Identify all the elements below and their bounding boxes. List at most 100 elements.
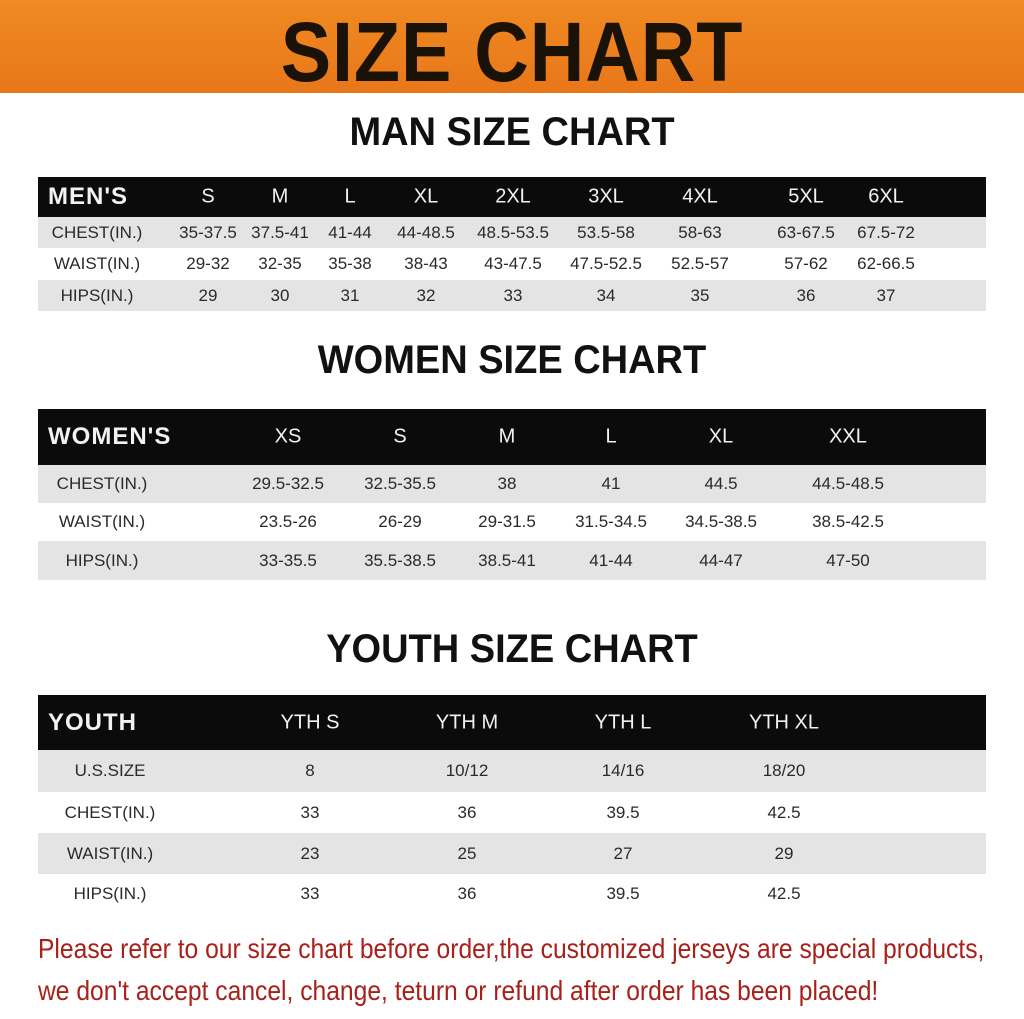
row-label: CHEST(IN.) [51,222,143,242]
youth-size-header: YTH M [435,711,499,733]
men-table-row: WAIST(IN.) 29-32 32-35 35-38 38-43 43-47.5 47.… [38,248,986,280]
measurement-cell: 47.5-52.5 [570,254,642,273]
measurement-cell: 36 [796,285,816,305]
measurement-cell: 33-35.5 [259,550,317,570]
measurement-cell: 34.5-38.5 [685,512,757,531]
measurement-cell: 38.5-41 [478,550,536,570]
men-size-header: 6XL [868,185,904,208]
measurement-cell: 35.5-38.5 [364,550,436,570]
measurement-cell: 23 [300,843,320,863]
women-size-header: XS [274,425,302,448]
measurement-cell: 47-50 [826,550,870,570]
youth-table-row: WAIST(IN.) 23 25 27 29 [38,833,986,874]
measurement-cell: 29.5-32.5 [252,474,324,493]
youth-header-label: YOUTH [48,708,137,736]
youth-table-row: U.S.SIZE 8 10/12 14/16 18/20 [38,750,986,792]
measurement-cell: 34 [596,285,616,305]
youth-size-header: YTH S [280,711,340,733]
men-size-header: 3XL [588,185,624,208]
measurement-cell: 57-62 [784,254,828,273]
measurement-cell: 35-37.5 [179,222,237,242]
women-section-title: WOMEN SIZE CHART [317,338,707,382]
youth-table-row: HIPS(IN.) 33 36 39.5 42.5 [38,874,986,914]
men-header-row: MEN'S S M L XL 2XL 3XL 4XL 5XL 6XL [38,177,986,217]
measurement-cell: 31.5-34.5 [575,512,647,531]
men-size-header: L [344,185,356,208]
measurement-cell: 44-48.5 [397,222,455,242]
measurement-cell: 36 [457,802,477,822]
row-label: CHEST(IN.) [56,474,148,493]
measurement-cell: 38-43 [404,254,448,273]
row-label: HIPS(IN.) [73,884,147,903]
measurement-cell: 14/16 [601,761,645,780]
measurement-cell: 29-31.5 [478,512,536,531]
measurement-cell: 29 [198,285,218,305]
measurement-cell: 29 [774,843,794,863]
measurement-cell: 25 [457,843,477,863]
measurement-cell: 41-44 [328,222,372,242]
men-size-header: 5XL [788,185,824,208]
youth-size-header: YTH XL [748,711,820,733]
measurement-cell: 38 [497,474,517,493]
women-size-header: XL [708,425,734,448]
men-header-label: MEN'S [48,183,129,210]
measurement-cell: 43-47.5 [484,254,542,273]
measurement-cell: 53.5-58 [577,222,635,242]
measurement-cell: 10/12 [445,761,489,780]
men-size-header: M [271,185,289,208]
row-label: WAIST(IN.) [53,254,141,273]
measurement-cell: 27 [613,843,633,863]
row-label: U.S.SIZE [74,761,146,780]
measurement-cell: 63-67.5 [777,222,835,242]
youth-table-row: CHEST(IN.) 33 36 39.5 42.5 [38,792,986,833]
men-size-header: S [201,185,215,208]
measurement-cell: 44-47 [699,550,743,570]
women-table-row: CHEST(IN.) 29.5-32.5 32.5-35.5 38 41 44.5 44.5… [38,465,986,503]
measurement-cell: 37.5-41 [251,222,309,242]
measurement-cell: 38.5-42.5 [812,512,884,531]
measurement-cell: 67.5-72 [857,222,915,242]
measurement-cell: 32-35 [258,254,302,273]
women-size-header: M [498,425,516,448]
row-label: CHEST(IN.) [64,802,156,822]
measurement-cell: 35-38 [328,254,372,273]
measurement-cell: 30 [270,285,290,305]
measurement-cell: 35 [690,285,710,305]
youth-header-row: YOUTH YTH S YTH M YTH L YTH XL [38,695,986,750]
measurement-cell: 58-63 [678,222,722,242]
women-size-header: L [605,425,617,448]
youth-section-title: YOUTH SIZE CHART [326,627,698,671]
banner-title: SIZE CHART [280,5,744,99]
measurement-cell: 42.5 [767,802,801,822]
measurement-cell: 23.5-26 [259,512,317,531]
measurement-cell: 8 [305,761,315,780]
men-size-header: 4XL [682,185,718,208]
measurement-cell: 33 [300,802,320,822]
youth-size-header: YTH L [594,711,652,733]
measurement-cell: 42.5 [767,884,801,903]
measurement-cell: 29-32 [186,254,230,273]
men-size-header: 2XL [495,185,531,208]
measurement-cell: 33 [300,884,320,903]
measurement-cell: 41-44 [589,550,633,570]
measurement-cell: 37 [876,285,896,305]
women-header-row: WOMEN'S XS S M L XL XXL [38,409,986,465]
row-label: WAIST(IN.) [66,843,154,863]
measurement-cell: 39.5 [606,802,640,822]
women-size-table: WOMEN'S XS S M L XL XXL CHEST(IN.) 29.5-32.5 32.5… [38,409,986,580]
women-size-header: S [393,425,407,448]
measurement-cell: 32.5-35.5 [364,474,436,493]
measurement-cell: 44.5-48.5 [812,474,884,493]
row-label: WAIST(IN.) [58,512,146,531]
measurement-cell: 33 [503,285,523,305]
measurement-cell: 39.5 [606,884,640,903]
measurement-cell: 48.5-53.5 [477,222,549,242]
women-table-row: HIPS(IN.) 33-35.5 35.5-38.5 38.5-41 41-44 44-… [38,541,986,580]
measurement-cell: 44.5 [704,474,738,493]
measurement-cell: 62-66.5 [857,254,915,273]
measurement-cell: 36 [457,884,477,903]
measurement-cell: 41 [601,474,621,493]
row-label: HIPS(IN.) [65,550,139,570]
notice-line-2: we don't accept cancel, change, teturn o… [38,975,879,1006]
men-size-header: XL [413,185,439,208]
